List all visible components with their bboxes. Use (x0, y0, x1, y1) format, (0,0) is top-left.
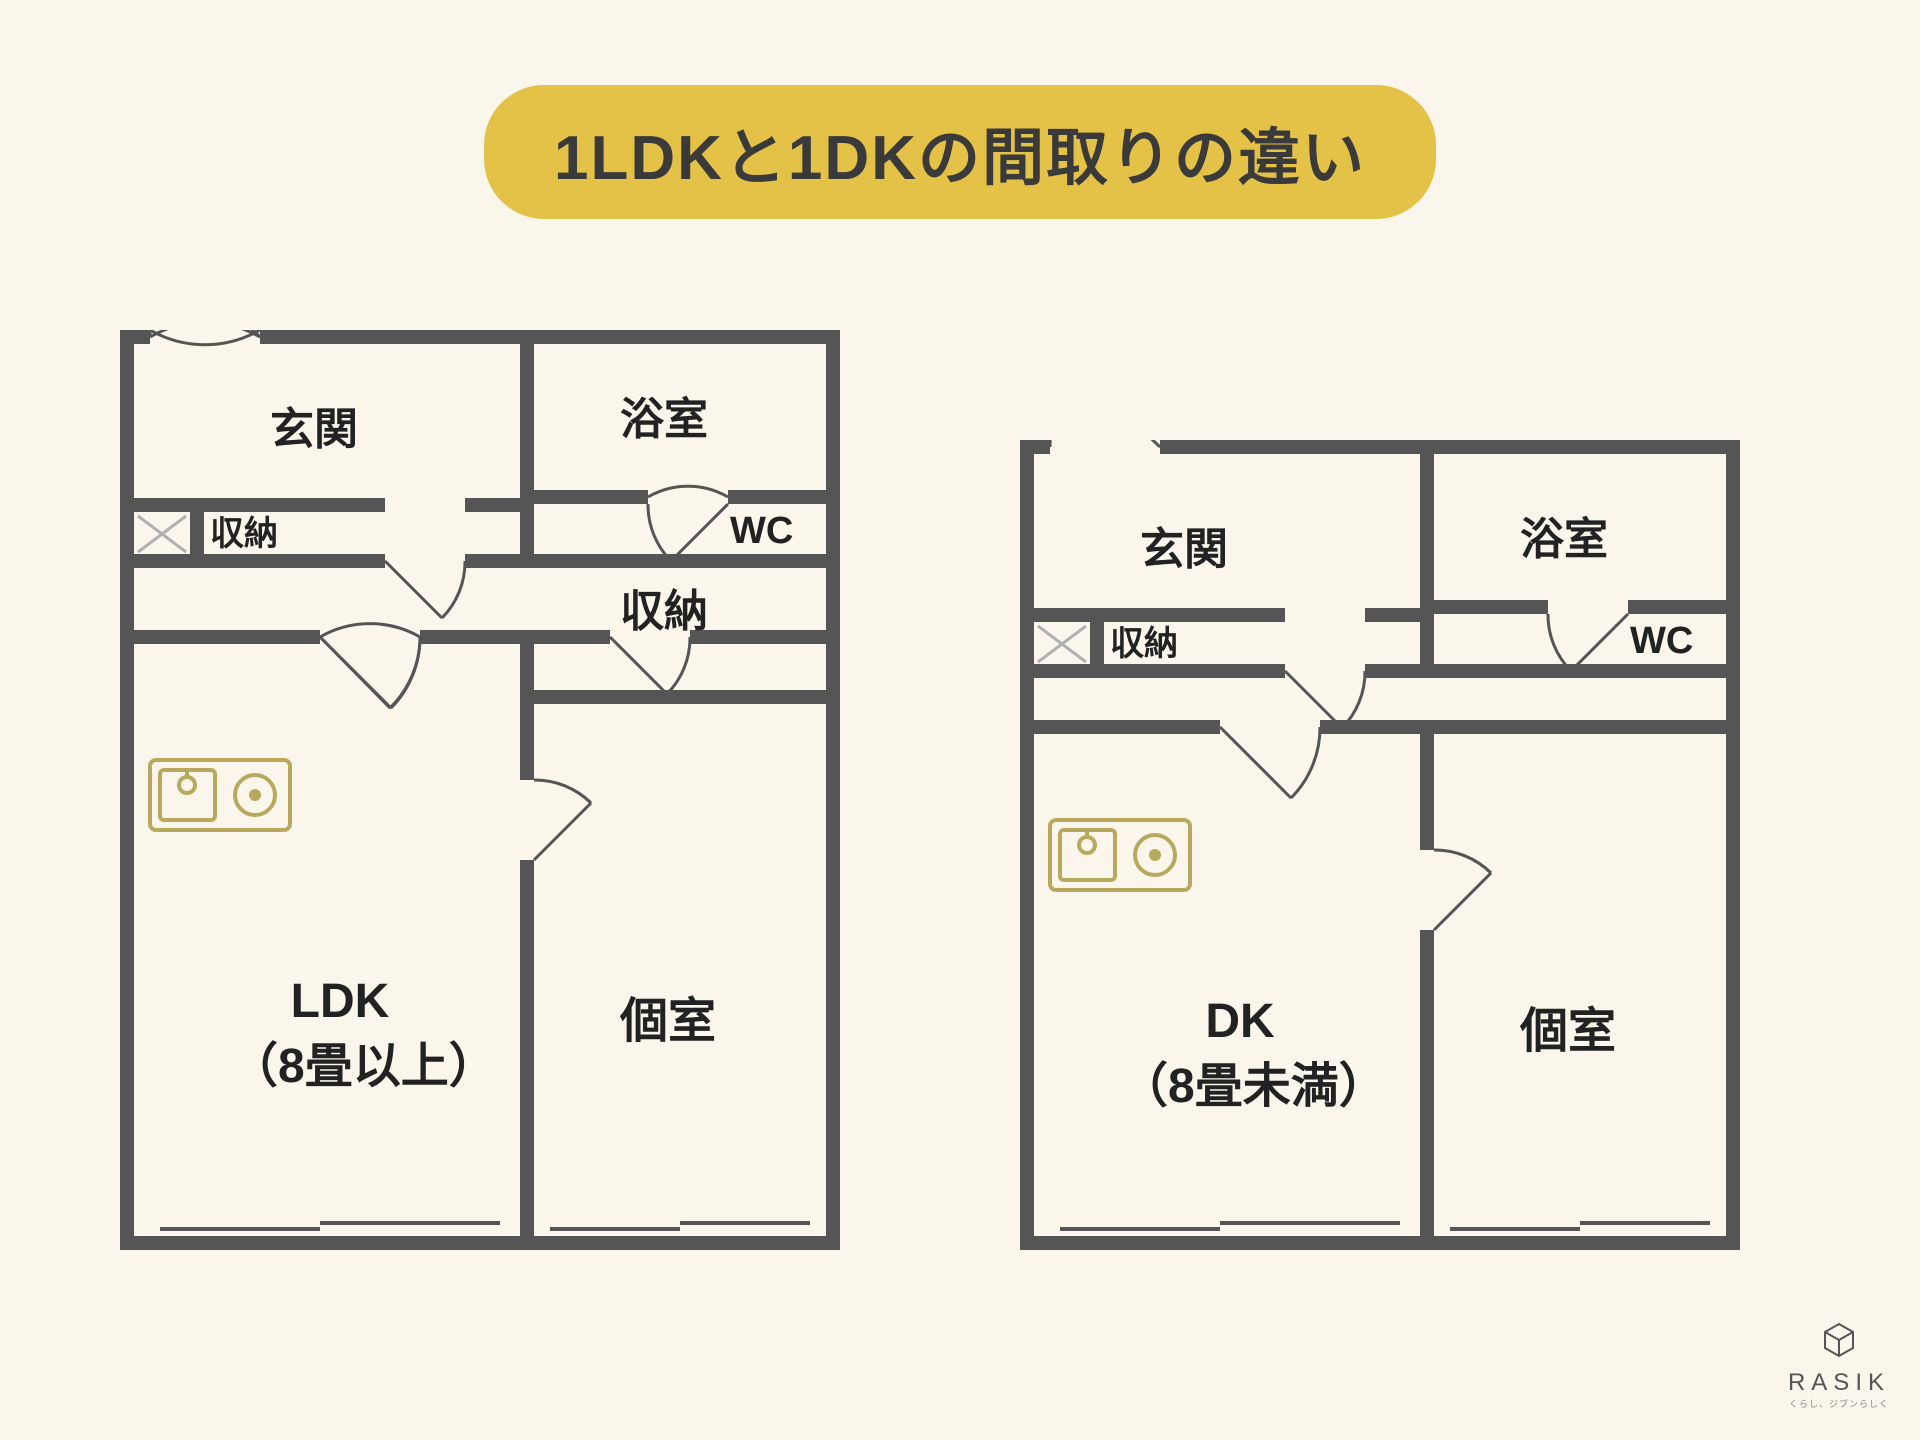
label-bath: 浴室 (620, 390, 708, 449)
label-genkan-r: 玄関 (1140, 520, 1228, 579)
label-dk-sub: （8畳未満） (1120, 1060, 1387, 1113)
label-genkan: 玄関 (270, 400, 358, 459)
label-room-r: 個室 (1520, 1000, 1616, 1065)
floorplan-1dk: 玄関 浴室 収納 WC DK （8畳未満） 個室 (1020, 440, 1740, 1250)
floorplan-1ldk: 玄関 浴室 収納 WC 収納 LDK （8畳以上） 個室 (120, 330, 840, 1250)
label-ldk-main: LDK (291, 975, 390, 1028)
label-storage-mid: 収納 (620, 582, 708, 641)
label-dk-main: DK (1205, 995, 1274, 1048)
label-dk: DK （8畳未満） (1120, 990, 1360, 1120)
cube-icon (1819, 1320, 1859, 1360)
logo-text: RASIK (1788, 1369, 1890, 1397)
label-ldk: LDK （8畳以上） (230, 970, 450, 1100)
label-storage-small: 収納 (210, 512, 278, 558)
label-wc-r: WC (1630, 616, 1693, 667)
label-wc: WC (730, 506, 793, 557)
label-room: 個室 (620, 990, 716, 1055)
label-ldk-sub: （8畳以上） (230, 1040, 497, 1093)
label-storage-small-r: 収納 (1110, 622, 1178, 668)
brand-logo: RASIK くらし、ジブンらしく (1788, 1320, 1890, 1410)
page-title: 1LDKと1DKの間取りの違い (484, 85, 1436, 219)
label-bath-r: 浴室 (1520, 510, 1608, 569)
logo-sub: くらし、ジブンらしく (1788, 1397, 1890, 1410)
